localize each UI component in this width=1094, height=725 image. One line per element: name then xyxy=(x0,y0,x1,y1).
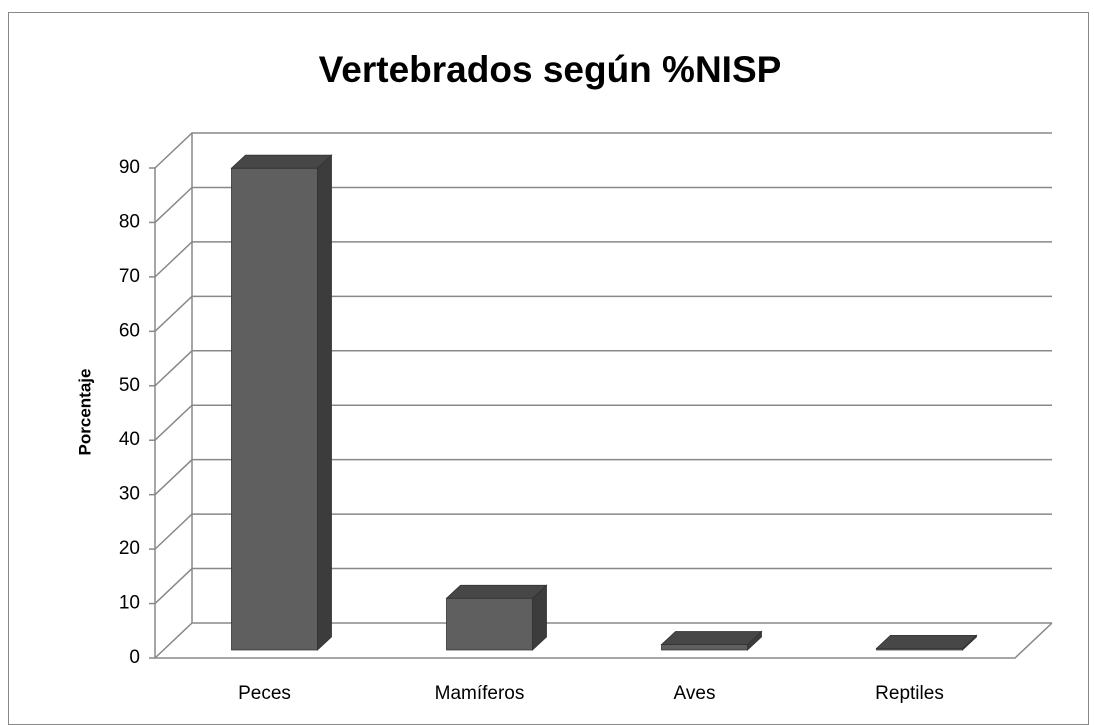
x-tick-label: Mamíferos xyxy=(435,683,525,704)
chart-border xyxy=(8,12,1089,725)
y-tick-label: 50 xyxy=(119,375,140,396)
y-tick-label: 0 xyxy=(129,647,140,668)
y-tick-label: 90 xyxy=(119,157,140,178)
bar xyxy=(230,154,333,651)
grid-line xyxy=(154,622,1052,659)
bar xyxy=(660,630,763,651)
y-tick-label: 70 xyxy=(119,266,140,287)
x-tick-label: Peces xyxy=(238,683,291,704)
grid-line xyxy=(154,132,1052,169)
bar-side xyxy=(317,154,332,651)
y-tick-label: 40 xyxy=(119,429,140,450)
bar-front xyxy=(661,644,748,651)
bar-front xyxy=(446,597,533,651)
y-tick-label: 80 xyxy=(119,211,140,232)
y-tick-label: 60 xyxy=(119,320,140,341)
floor xyxy=(155,622,1053,659)
x-tick-label: Reptiles xyxy=(875,683,944,704)
x-tick-label: Aves xyxy=(674,683,716,704)
y-tick-label: 30 xyxy=(119,484,140,505)
y-tick-label: 20 xyxy=(119,538,140,559)
bar-top xyxy=(445,584,548,599)
bar-top xyxy=(875,634,978,649)
bar-front xyxy=(231,167,318,651)
y-tick-label: 10 xyxy=(119,593,140,614)
grid-line xyxy=(154,567,1052,605)
bar-top xyxy=(660,631,763,645)
grid-line xyxy=(154,241,1052,278)
grid-line xyxy=(154,404,1052,441)
grid-line xyxy=(154,295,1052,332)
bar-top xyxy=(230,154,333,169)
grid-line xyxy=(154,350,1052,387)
grid-line xyxy=(154,186,1052,223)
grid-line xyxy=(154,513,1052,550)
y-axis-label: Porcentaje xyxy=(75,369,94,456)
chart-title: Vertebrados según %NISP xyxy=(319,49,782,90)
bar xyxy=(445,584,548,651)
bar xyxy=(875,634,978,651)
grid-line xyxy=(154,458,1052,496)
